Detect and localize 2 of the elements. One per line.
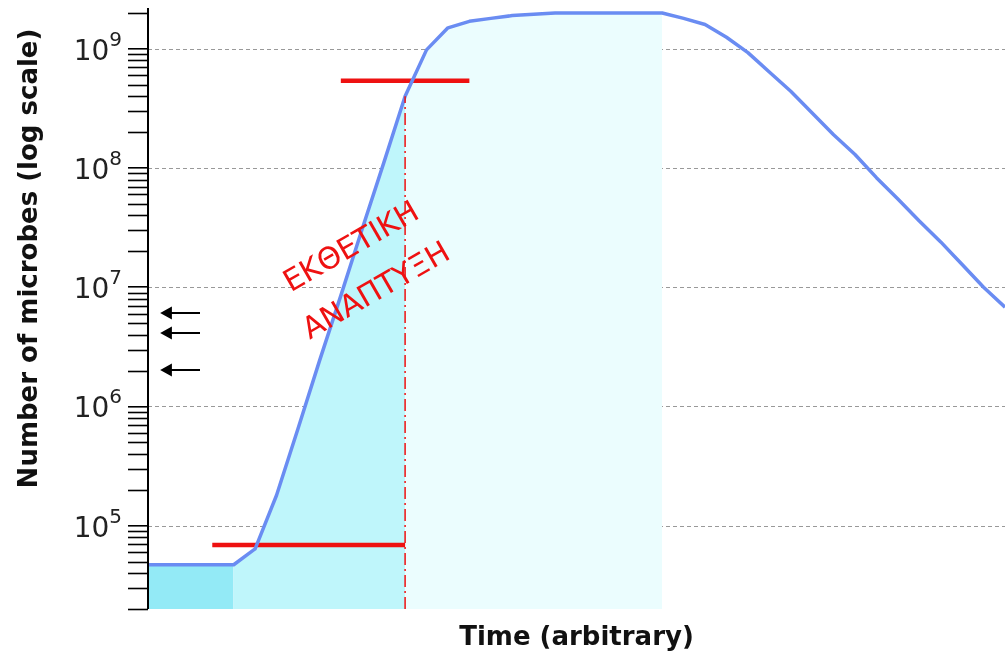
y-axis-title: Number of microbes (log scale) bbox=[12, 28, 43, 489]
x-axis-title: Time (arbitrary) bbox=[459, 620, 694, 651]
